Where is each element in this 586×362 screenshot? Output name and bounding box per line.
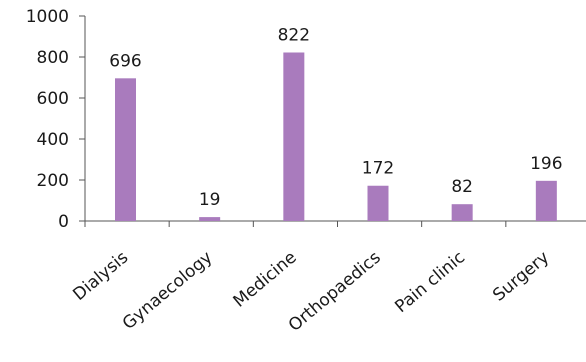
y-tick-label: 800 [37,48,69,68]
data-label: 19 [199,190,221,210]
x-category-label: Pain clinic [391,248,469,318]
y-tick-label: 1000 [26,7,69,27]
bar [115,78,136,221]
bar [283,52,305,221]
bar [535,180,557,221]
x-category-label: Gynaecology [119,248,217,334]
x-category-label: Orthopaedics [285,247,385,335]
y-tick-label: 400 [37,130,69,150]
y-tick-label: 600 [37,89,69,109]
x-category-label: Surgery [489,248,553,306]
bar [451,204,473,221]
bar [367,185,389,221]
y-tick-label: 200 [37,171,69,191]
chart-axes [79,15,586,227]
x-category-label: Dialysis [69,247,132,304]
data-label: 696 [109,51,141,71]
x-category-label: Medicine [230,248,301,312]
bar [199,217,221,221]
data-label: 822 [278,25,310,45]
data-label: 172 [362,159,394,179]
data-label: 196 [530,154,562,174]
data-label: 82 [451,177,473,197]
y-tick-label: 0 [58,212,69,232]
chart-bars [115,52,557,221]
